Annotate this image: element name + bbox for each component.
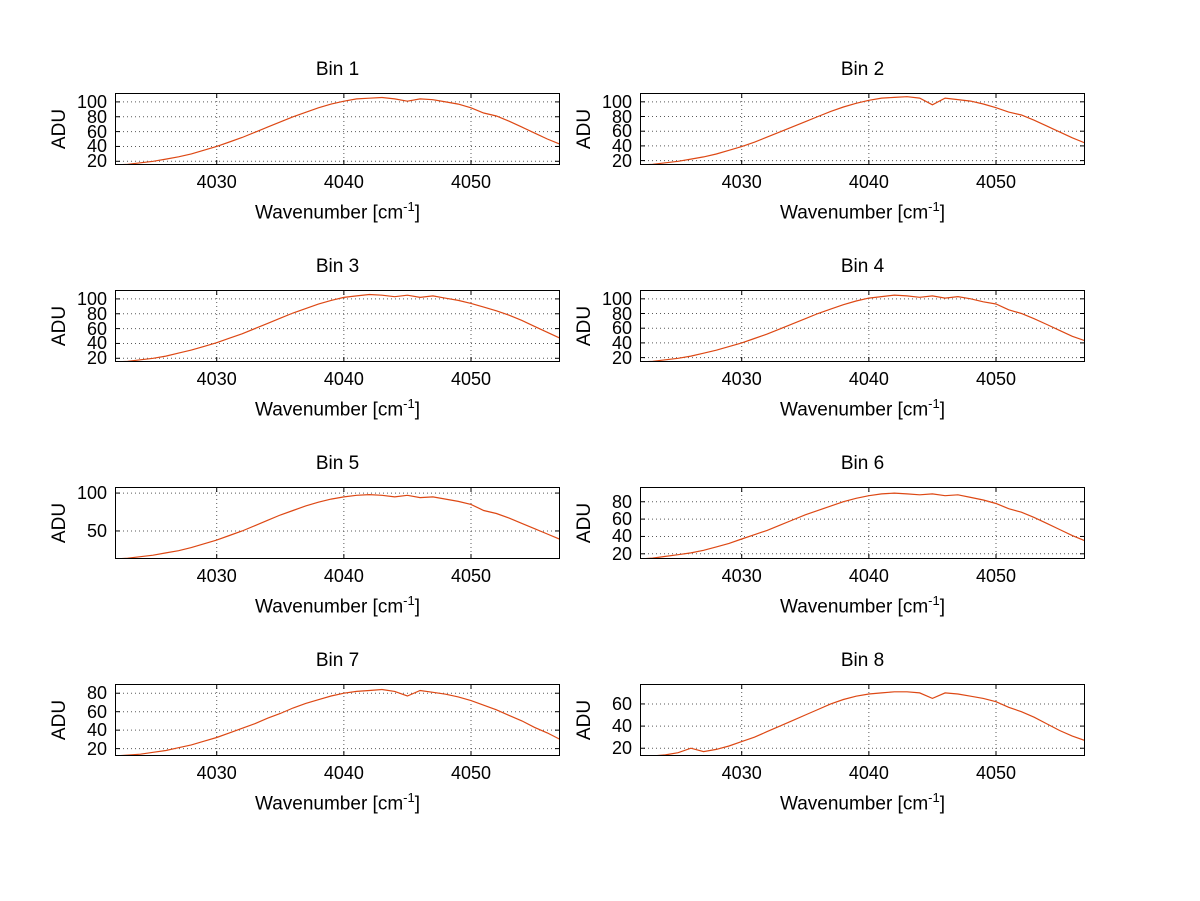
x-axis-label-bin-7: Wavenumber [cm-1]: [254, 790, 420, 815]
y-tick-label-bin-4: 20: [611, 347, 632, 368]
y-tick-label-bin-7: 80: [86, 683, 107, 704]
x-tick-label-bin-1: 4040: [323, 172, 364, 192]
y-tick-label-bin-3: 60: [86, 318, 107, 339]
chart-title-bin-8: Bin 8: [840, 650, 885, 671]
x-axis-label-bin-6: Wavenumber [cm-1]: [779, 593, 945, 618]
y-tick-label-bin-2: 100: [601, 91, 632, 112]
axes-bin-6: [640, 487, 1085, 559]
y-tick-label-bin-5: 100: [76, 483, 107, 504]
x-axis-label-bin-2: Wavenumber [cm-1]: [779, 199, 945, 224]
x-tick-label-bin-7: 4040: [323, 763, 364, 783]
signal-line-bin-4: [640, 294, 1085, 362]
chart-title-bin-7: Bin 7: [315, 650, 360, 671]
x-tick-label-bin-2: 4050: [975, 172, 1017, 192]
chart-title-bin-4: Bin 4: [840, 256, 885, 277]
y-tick-label-bin-4: 60: [611, 318, 632, 339]
y-tick-label-bin-4: 80: [611, 303, 632, 324]
y-tick-label-bin-1: 100: [76, 91, 107, 112]
superscript-minus-one: -1: [403, 199, 415, 214]
y-tick-label-bin-1: 60: [86, 121, 107, 142]
superscript-minus-one: -1: [403, 593, 415, 608]
y-tick-label-bin-6: 80: [611, 491, 632, 512]
x-tick-label-bin-5: 4040: [323, 566, 364, 586]
signal-line-bin-3: [115, 293, 560, 362]
y-tick-label-bin-4: 100: [601, 288, 632, 309]
x-tick-label-bin-3: 4030: [196, 369, 237, 389]
axes-bin-1: [115, 93, 560, 165]
x-tick-label-bin-6: 4030: [721, 566, 762, 586]
y-tick-label-bin-3: 20: [86, 348, 107, 369]
x-tick-label-bin-6: 4050: [975, 566, 1017, 586]
x-tick-label-bin-8: 4040: [848, 763, 889, 783]
y-tick-label-bin-8: 20: [611, 738, 632, 759]
superscript-minus-one: -1: [928, 790, 940, 805]
x-tick-label-bin-1: 4030: [196, 172, 237, 192]
x-axis-label-bin-4: Wavenumber [cm-1]: [779, 396, 945, 421]
superscript-minus-one: -1: [928, 396, 940, 411]
x-tick-label-bin-4: 4050: [975, 369, 1017, 389]
y-tick-label-bin-4: 40: [611, 332, 632, 353]
axes-bin-3: [115, 290, 560, 362]
x-tick-label-bin-1: 4050: [450, 172, 492, 192]
chart-title-bin-5: Bin 5: [315, 453, 360, 474]
y-tick-label-bin-6: 60: [611, 509, 632, 530]
y-tick-label-bin-5: 50: [86, 520, 107, 541]
y-tick-label-bin-2: 20: [611, 150, 632, 171]
superscript-minus-one: -1: [403, 396, 415, 411]
x-tick-label-bin-3: 4040: [323, 369, 364, 389]
chart-title-bin-6: Bin 6: [840, 453, 885, 474]
x-axis-label-bin-8: Wavenumber [cm-1]: [779, 790, 945, 815]
signal-line-bin-6: [640, 492, 1085, 559]
axes-bin-2: [640, 93, 1085, 165]
signal-line-bin-7: [115, 688, 560, 756]
x-tick-label-bin-7: 4050: [450, 763, 492, 783]
x-tick-label-bin-5: 4030: [196, 566, 237, 586]
y-tick-label-bin-1: 40: [86, 136, 107, 157]
y-tick-label-bin-8: 40: [611, 716, 632, 737]
y-tick-label-bin-2: 40: [611, 135, 632, 156]
axes-bin-4: [640, 290, 1085, 362]
x-tick-label-bin-4: 4030: [721, 369, 762, 389]
axes-bin-5: [115, 487, 560, 559]
y-tick-label-bin-1: 80: [86, 106, 107, 127]
x-axis-label-bin-1: Wavenumber [cm-1]: [254, 199, 420, 224]
x-tick-label-bin-3: 4050: [450, 369, 492, 389]
x-tick-label-bin-5: 4050: [450, 566, 492, 586]
y-tick-label-bin-2: 60: [611, 121, 632, 142]
y-tick-label-bin-7: 60: [86, 701, 107, 722]
x-axis-label-bin-5: Wavenumber [cm-1]: [254, 593, 420, 618]
y-tick-label-bin-7: 20: [86, 738, 107, 759]
superscript-minus-one: -1: [928, 593, 940, 608]
y-tick-label-bin-3: 40: [86, 333, 107, 354]
y-tick-label-bin-2: 80: [611, 106, 632, 127]
chart-title-bin-1: Bin 1: [315, 59, 360, 80]
axes-bin-7: [115, 684, 560, 756]
x-axis-label-bin-3: Wavenumber [cm-1]: [254, 396, 420, 421]
superscript-minus-one: -1: [403, 790, 415, 805]
x-tick-label-bin-2: 4040: [848, 172, 889, 192]
signal-line-bin-2: [640, 96, 1085, 165]
x-tick-label-bin-7: 4030: [196, 763, 237, 783]
chart-title-bin-3: Bin 3: [315, 256, 360, 277]
signal-line-bin-5: [115, 493, 560, 559]
axes-bin-8: [640, 684, 1085, 756]
y-tick-label-bin-3: 100: [76, 288, 107, 309]
x-tick-label-bin-4: 4040: [848, 369, 889, 389]
superscript-minus-one: -1: [928, 199, 940, 214]
y-tick-label-bin-3: 80: [86, 303, 107, 324]
x-tick-label-bin-8: 4030: [721, 763, 762, 783]
y-tick-label-bin-6: 20: [611, 543, 632, 564]
x-tick-label-bin-8: 4050: [975, 763, 1017, 783]
y-tick-label-bin-7: 40: [86, 720, 107, 741]
y-tick-label-bin-6: 40: [611, 526, 632, 547]
y-tick-label-bin-1: 20: [86, 151, 107, 172]
signal-line-bin-8: [640, 691, 1085, 756]
x-tick-label-bin-6: 4040: [848, 566, 889, 586]
x-tick-label-bin-2: 4030: [721, 172, 762, 192]
chart-title-bin-2: Bin 2: [840, 59, 885, 80]
y-tick-label-bin-8: 60: [611, 693, 632, 714]
signal-line-bin-1: [115, 96, 560, 165]
